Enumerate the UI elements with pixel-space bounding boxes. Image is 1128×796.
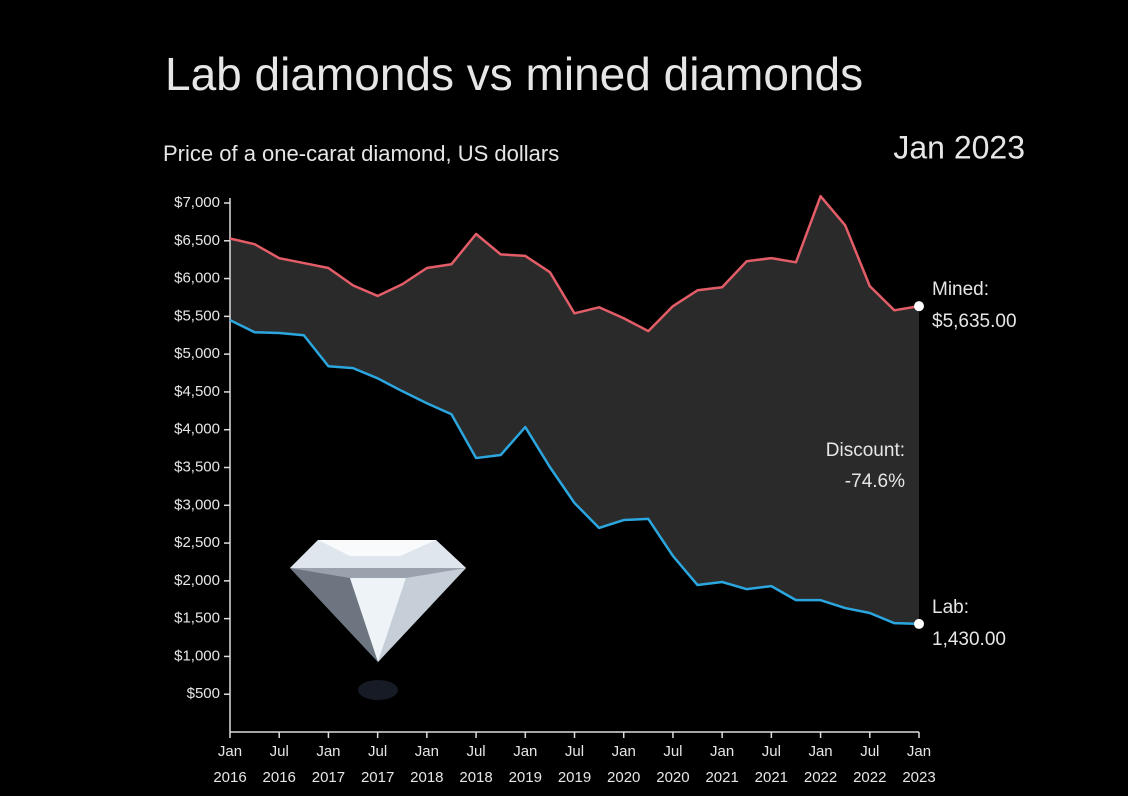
y-tick-label: $4,000 [174, 421, 220, 438]
x-tick-label: Jul 2020 [656, 743, 689, 786]
value-label: $5,635.00 [932, 311, 1017, 332]
diamond-icon [290, 540, 466, 700]
chart-subtitle: Price of a one-carat diamond, US dollars [163, 141, 559, 166]
y-tick-label: $7,000 [174, 194, 220, 211]
y-tick-label: $2,500 [174, 534, 220, 551]
x-tick-label: Jul 2019 [558, 743, 591, 786]
series-label: Mined: [932, 279, 989, 300]
x-tick-label: Jul 2017 [361, 743, 394, 786]
y-tick-label: $6,000 [174, 270, 220, 287]
y-tick-label: $3,500 [174, 458, 220, 475]
annotation-text: -74.6% [845, 471, 905, 492]
end-point [914, 618, 924, 629]
series-line [229, 194, 920, 333]
gap-area [230, 196, 919, 624]
y-tick-label: $5,500 [174, 307, 220, 324]
y-tick-label: $2,000 [174, 572, 220, 589]
chart-title: Lab diamonds vs mined diamonds [165, 48, 863, 100]
y-tick-label: $5,000 [174, 345, 220, 362]
y-tick-label: $3,000 [174, 496, 220, 513]
y-tick-label: $4,500 [174, 383, 220, 400]
y-tick-label: $500 [187, 685, 220, 702]
series-line [229, 319, 920, 626]
x-tick-label: Jan 2016 [213, 743, 246, 786]
x-tick-label: Jul 2021 [755, 743, 788, 786]
x-tick-label: Jul 2018 [459, 743, 492, 786]
x-tick-label: Jan 2017 [312, 743, 345, 786]
x-tick-label: Jul 2016 [263, 743, 296, 786]
x-tick-label: Jan 2020 [607, 743, 640, 786]
x-tick-label: Jan 2021 [705, 743, 738, 786]
y-tick-label: $1,500 [174, 610, 220, 627]
date-label: Jan 2023 [893, 129, 1025, 165]
x-tick-label: Jan 2019 [509, 743, 542, 786]
y-tick-label: $1,000 [174, 647, 220, 664]
x-tick-label: Jan 2018 [410, 743, 443, 786]
x-tick-label: Jan 2023 [902, 743, 935, 786]
area-layer [230, 196, 919, 624]
y-tick-label: $6,500 [174, 232, 220, 249]
end-point [914, 301, 924, 312]
x-tick-label: Jan 2022 [804, 743, 837, 786]
x-tick-label: Jul 2022 [853, 743, 886, 786]
series-label: Lab: [932, 597, 969, 618]
annotation-label: Discount: [826, 440, 905, 461]
value-label: 1,430.00 [932, 629, 1006, 650]
